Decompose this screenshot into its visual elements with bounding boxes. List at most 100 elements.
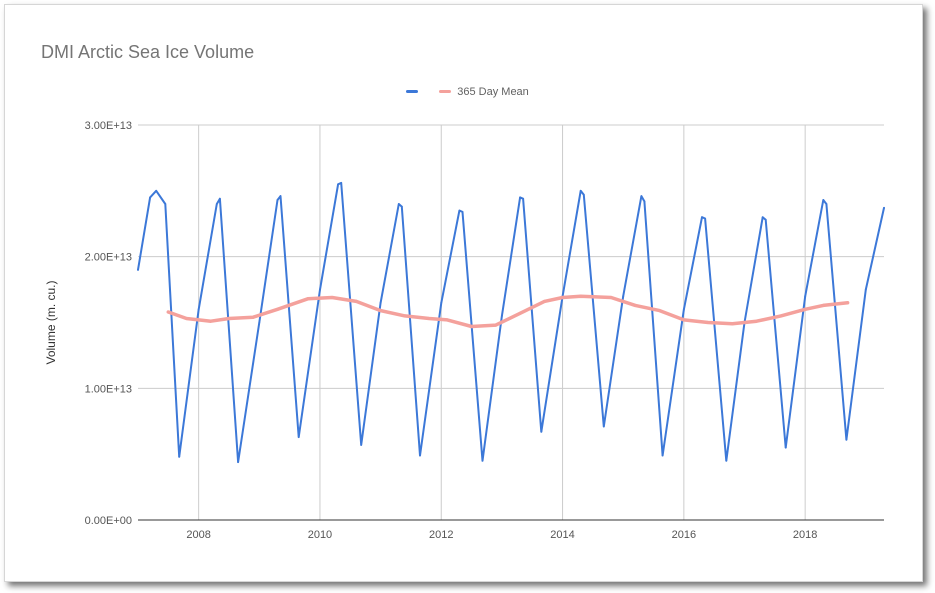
x-tick-label: 2010 — [308, 529, 332, 541]
data-point-series-1 — [215, 203, 218, 205]
data-point-series-1 — [602, 425, 605, 428]
data-point-series-1 — [883, 207, 885, 209]
data-point-series-2 — [185, 317, 189, 321]
series-line-1 — [137, 181, 885, 464]
data-point-series-1 — [197, 308, 200, 311]
x-tick-label: 2018 — [793, 529, 817, 541]
data-point-series-2 — [633, 303, 637, 307]
data-point-series-1 — [137, 268, 139, 271]
data-point-series-1 — [400, 205, 403, 208]
data-point-series-1 — [276, 199, 279, 201]
data-point-series-1 — [704, 217, 706, 220]
data-point-series-1 — [360, 444, 363, 446]
data-point-series-1 — [661, 454, 664, 457]
data-point-series-1 — [440, 301, 443, 304]
legend-swatch-series-1 — [406, 90, 419, 93]
data-point-series-2 — [846, 301, 850, 305]
data-point-series-1 — [258, 321, 261, 324]
data-point-series-2 — [706, 321, 710, 324]
data-point-series-2 — [779, 314, 783, 318]
data-point-series-1 — [379, 301, 382, 304]
data-point-series-2 — [275, 307, 279, 311]
chart-legend: 365 Day Mean — [0, 84, 935, 98]
data-point-series-2 — [403, 314, 407, 318]
data-point-series-1 — [218, 197, 221, 200]
y-tick-label: 3.00E+13 — [85, 120, 132, 132]
data-point-series-2 — [561, 295, 565, 299]
data-point-series-1 — [279, 195, 282, 198]
x-tick-label: 2014 — [550, 529, 574, 541]
data-point-series-1 — [864, 288, 867, 291]
data-point-series-1 — [501, 315, 503, 317]
data-point-series-1 — [682, 308, 685, 311]
data-point-series-1 — [481, 459, 484, 462]
data-point-series-1 — [764, 218, 767, 221]
data-point-series-1 — [419, 454, 421, 457]
data-point-series-1 — [522, 197, 525, 200]
data-point-series-2 — [821, 303, 825, 307]
data-point-series-1 — [178, 455, 181, 458]
series-line-2 — [166, 294, 850, 329]
data-point-series-1 — [340, 182, 343, 184]
x-tick-label: 2008 — [186, 529, 210, 541]
data-point-series-2 — [579, 294, 583, 298]
data-point-series-2 — [330, 295, 334, 299]
data-point-series-2 — [803, 307, 807, 311]
data-point-series-2 — [354, 299, 358, 303]
legend-swatch-series-2 — [439, 90, 452, 93]
data-point-series-1 — [164, 203, 167, 205]
data-point-series-1 — [461, 211, 464, 213]
data-point-series-2 — [427, 317, 431, 321]
data-point-series-1 — [458, 209, 461, 212]
data-point-series-1 — [643, 200, 646, 203]
data-point-series-2 — [542, 299, 546, 303]
data-point-series-1 — [582, 193, 585, 196]
data-point-series-1 — [804, 295, 807, 298]
data-point-series-2 — [518, 311, 522, 315]
data-point-series-2 — [251, 315, 255, 319]
data-point-series-1 — [784, 446, 787, 449]
data-point-series-2 — [445, 318, 449, 322]
data-point-series-1 — [519, 196, 521, 199]
data-point-series-2 — [730, 322, 734, 326]
data-point-series-1 — [149, 196, 152, 199]
data-point-series-1 — [337, 183, 340, 186]
y-axis-title: Volume (m. cu.) — [44, 280, 58, 364]
data-point-series-1 — [761, 216, 764, 219]
legend-label-series-2: 365 Day Mean — [457, 85, 529, 98]
legend-item-series-2: 365 Day Mean — [439, 86, 529, 98]
data-point-series-1 — [319, 288, 321, 291]
data-point-series-2 — [682, 318, 686, 322]
data-point-series-2 — [658, 309, 662, 313]
data-point-series-1 — [825, 203, 828, 205]
data-point-series-2 — [494, 323, 498, 327]
data-point-series-2 — [306, 297, 310, 301]
y-tick-label: 1.00E+13 — [85, 383, 132, 395]
data-point-series-1 — [640, 195, 643, 198]
data-point-series-1 — [822, 199, 825, 201]
data-point-series-2 — [470, 324, 474, 328]
data-point-series-1 — [622, 295, 625, 298]
data-point-series-1 — [540, 430, 543, 433]
y-tick-label: 0.00E+00 — [85, 515, 132, 527]
data-point-series-2 — [755, 319, 759, 323]
data-point-series-1 — [297, 436, 300, 438]
data-point-series-1 — [845, 438, 848, 441]
data-point-series-1 — [155, 189, 158, 192]
data-point-series-1 — [701, 216, 703, 219]
chart-card — [4, 4, 923, 582]
x-tick-label: 2016 — [672, 529, 696, 541]
data-point-series-1 — [579, 189, 582, 192]
legend-item-series-1 — [406, 90, 424, 93]
data-point-series-2 — [166, 310, 170, 314]
y-tick-label: 2.00E+13 — [85, 252, 132, 264]
data-point-series-2 — [379, 309, 383, 313]
data-point-series-2 — [227, 317, 231, 321]
data-point-series-1 — [237, 461, 239, 463]
data-point-series-2 — [209, 319, 213, 323]
data-point-series-1 — [397, 203, 400, 205]
x-tick-label: 2012 — [429, 529, 453, 541]
chart-title: DMI Arctic Sea Ice Volume — [41, 42, 255, 62]
data-point-series-2 — [609, 295, 613, 299]
